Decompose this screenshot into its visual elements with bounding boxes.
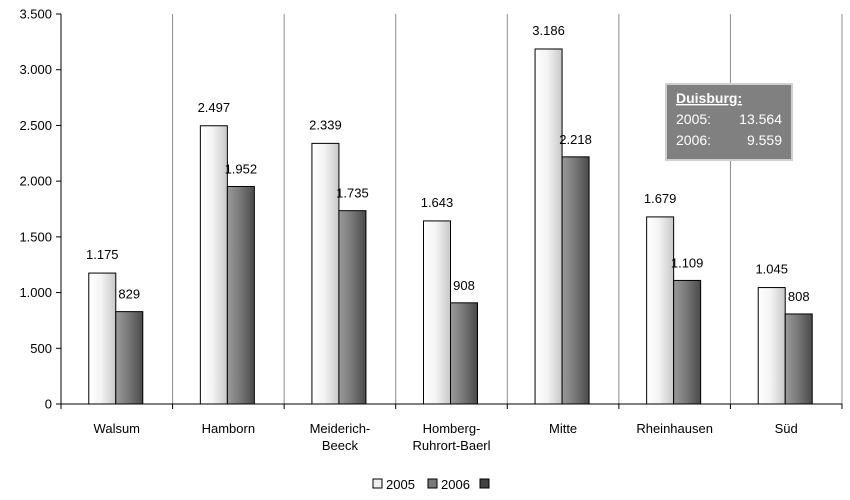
legend-extra-swatch <box>479 478 490 489</box>
y-tick-label: 2.000 <box>19 174 52 189</box>
bar-2006 <box>561 156 590 405</box>
bar-2005 <box>423 220 451 405</box>
bar-2006 <box>226 185 255 405</box>
summary-row-value: 9.559 <box>747 132 782 148</box>
category-label: Hamborn <box>202 421 255 436</box>
category-label-line: Ruhrort-Baerl <box>412 438 490 453</box>
data-label-2005: 1.045 <box>755 262 788 277</box>
data-label-2005: 1.175 <box>86 247 119 262</box>
data-label-2005: 1.679 <box>644 191 677 206</box>
category-label-line: Rheinhausen <box>636 421 713 436</box>
duisburg-summary-box: Duisburg: 2005: 13.564 2006: 9.559 <box>665 83 793 161</box>
data-label-2006: 1.952 <box>225 161 258 176</box>
category-label: Walsum <box>94 421 140 436</box>
bar-2006 <box>784 313 813 405</box>
category-label-line: Süd <box>775 421 798 436</box>
data-label-2006: 2.218 <box>559 132 592 147</box>
summary-row-label: 2006: <box>676 132 711 148</box>
bar-2006 <box>450 302 478 405</box>
data-label-2005: 3.186 <box>532 23 565 38</box>
bar-2005 <box>88 272 117 405</box>
bar-2005 <box>199 125 228 405</box>
data-label-2006: 1.735 <box>336 186 369 201</box>
category-label-line: Hamborn <box>202 421 255 436</box>
legend-swatch-2005 <box>372 478 383 489</box>
legend: 2005 2006 <box>372 477 490 492</box>
category-label: Homberg- Ruhrort-Baerl <box>412 421 490 453</box>
summary-box-title: Duisburg: <box>676 90 742 106</box>
grid-lines <box>172 14 843 404</box>
bar-2005 <box>534 48 563 405</box>
y-tick-label: 0 <box>45 397 52 412</box>
data-label-2006: 1.109 <box>671 255 704 270</box>
category-label: Mitte <box>549 421 577 436</box>
y-tick-label: 1.000 <box>19 285 52 300</box>
category-label: Rheinhausen <box>636 421 713 436</box>
bar-2006 <box>673 279 702 405</box>
y-tick-label: 3.000 <box>19 62 52 77</box>
bar-2006 <box>115 311 144 405</box>
data-labels: 1.175 829 2.497 1.952 2.339 1.735 1.643 908 3.18… <box>86 23 810 304</box>
bar-2005 <box>757 287 786 405</box>
summary-box-background <box>665 83 793 161</box>
category-label-line: Walsum <box>94 421 140 436</box>
bar-2005 <box>311 142 340 405</box>
y-tick-label: 500 <box>30 341 52 356</box>
category-label-line: Meiderich- <box>310 421 371 436</box>
data-label-2006: 908 <box>453 278 475 293</box>
category-label-line: Beeck <box>322 438 359 453</box>
category-label-line: Mitte <box>549 421 577 436</box>
bar-2006 <box>338 210 367 405</box>
summary-row-label: 2005: <box>676 111 711 127</box>
data-label-2006: 829 <box>118 287 140 302</box>
bar-2005 <box>646 216 675 405</box>
summary-row-value: 13.564 <box>739 111 782 127</box>
bars <box>88 48 813 405</box>
category-label-line: Homberg- <box>423 421 481 436</box>
y-tick-label: 3.500 <box>19 7 52 22</box>
category-label: Süd <box>775 421 798 436</box>
data-label-2005: 1.643 <box>421 195 454 210</box>
legend-label-2006: 2006 <box>441 477 470 492</box>
legend-swatch-2006 <box>427 478 438 489</box>
y-tick-label: 1.500 <box>19 229 52 244</box>
category-label: Meiderich- Beeck <box>310 421 371 453</box>
y-tick-label: 2.500 <box>19 118 52 133</box>
data-label-2006: 808 <box>788 289 810 304</box>
data-label-2005: 2.339 <box>309 117 342 132</box>
category-labels: Walsum Hamborn Meiderich- Beeck Homberg- Ruhr… <box>94 421 798 453</box>
legend-label-2005: 2005 <box>386 477 415 492</box>
data-label-2005: 2.497 <box>198 100 231 115</box>
